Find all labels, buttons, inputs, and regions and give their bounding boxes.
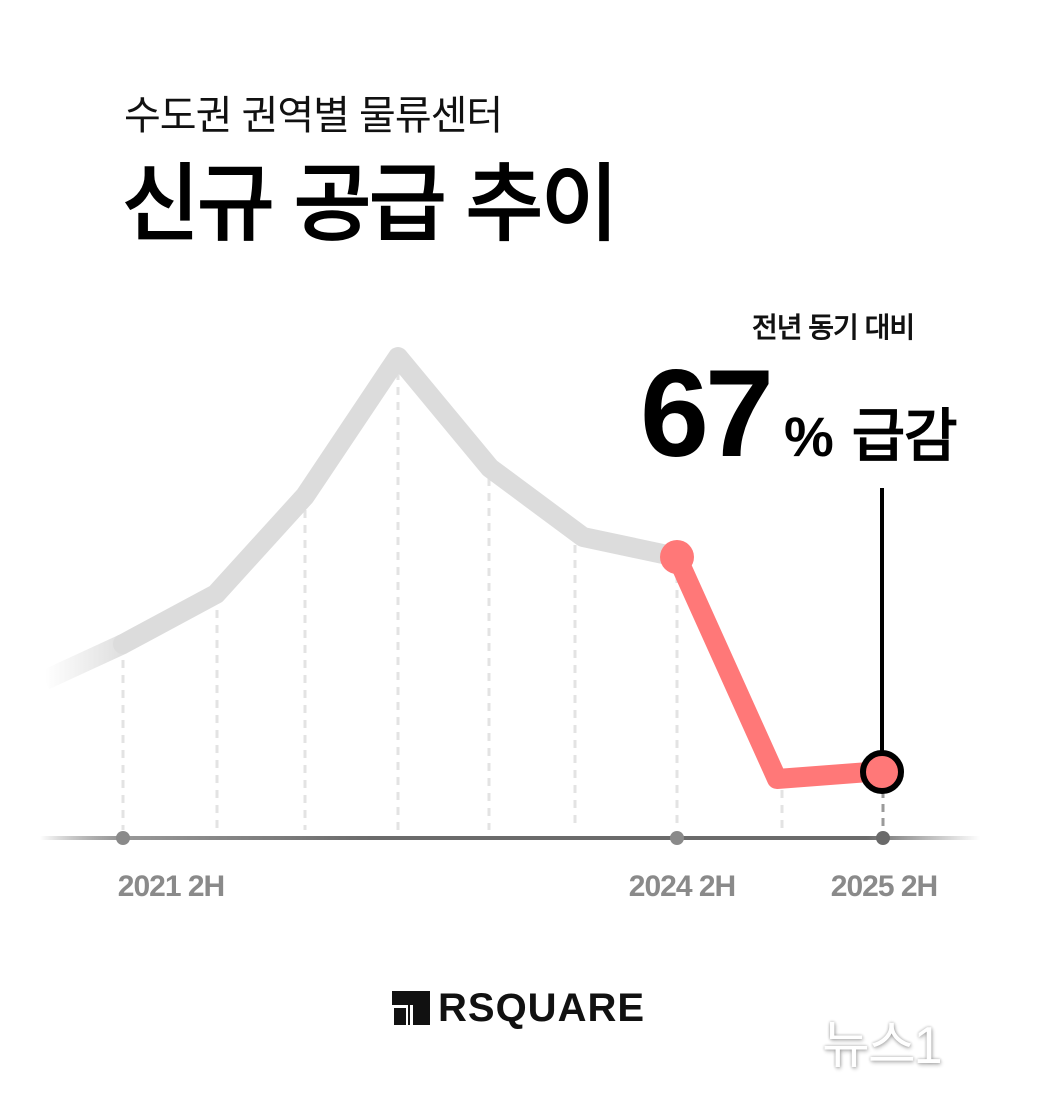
watermark-text: 뉴스1 [822, 1017, 943, 1075]
x-label-2024-2h: 2024 2H [628, 870, 736, 903]
callout-number: 67 [640, 345, 774, 483]
drop-lines [121, 372, 784, 830]
axis-dot-2021-2h [116, 831, 130, 845]
x-label-2021-2h: 2021 2H [117, 870, 225, 903]
highlight-line [667, 547, 892, 789]
news1-watermark: 뉴스1 [822, 1017, 943, 1075]
history-line [113, 347, 687, 654]
callout-descriptor: 급감 [851, 404, 958, 469]
rsquare-logo-text: RSQUARE [438, 986, 646, 1030]
chart-title: 신규 공급 추이 [122, 157, 618, 251]
axis-dot-2024-2h [670, 831, 684, 845]
callout-value: 67% 급감 [640, 352, 958, 476]
x-label-2025-2h: 2025 2H [830, 870, 938, 903]
point-2024-2h [660, 540, 694, 574]
chart-subtitle: 수도권 권역별 물류센터 [124, 94, 503, 138]
callout-unit: % [783, 405, 834, 468]
axis-dot-2025-2h [876, 831, 890, 845]
callout-caption: 전년 동기 대비 [752, 312, 915, 343]
history-line-fade [40, 634, 128, 690]
point-2025-2h [860, 750, 904, 794]
rsquare-logo-mark-icon [392, 991, 430, 1025]
rsquare-logo: RSQUARE [392, 988, 645, 1028]
